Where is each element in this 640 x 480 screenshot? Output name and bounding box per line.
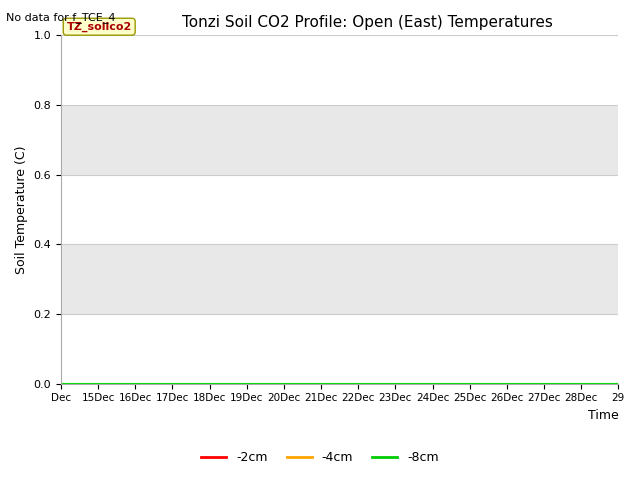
Text: TZ_soilco2: TZ_soilco2 <box>67 22 132 32</box>
Bar <box>61 175 618 244</box>
Y-axis label: Soil Temperature (C): Soil Temperature (C) <box>15 145 28 274</box>
Bar <box>61 314 618 384</box>
Bar <box>61 36 618 105</box>
Title: Tonzi Soil CO2 Profile: Open (East) Temperatures: Tonzi Soil CO2 Profile: Open (East) Temp… <box>182 15 553 30</box>
Bar <box>61 105 618 175</box>
Bar <box>61 244 618 314</box>
Text: No data for f_TCE_4: No data for f_TCE_4 <box>6 12 116 23</box>
X-axis label: Time: Time <box>588 409 618 422</box>
Legend: -2cm, -4cm, -8cm: -2cm, -4cm, -8cm <box>196 446 444 469</box>
